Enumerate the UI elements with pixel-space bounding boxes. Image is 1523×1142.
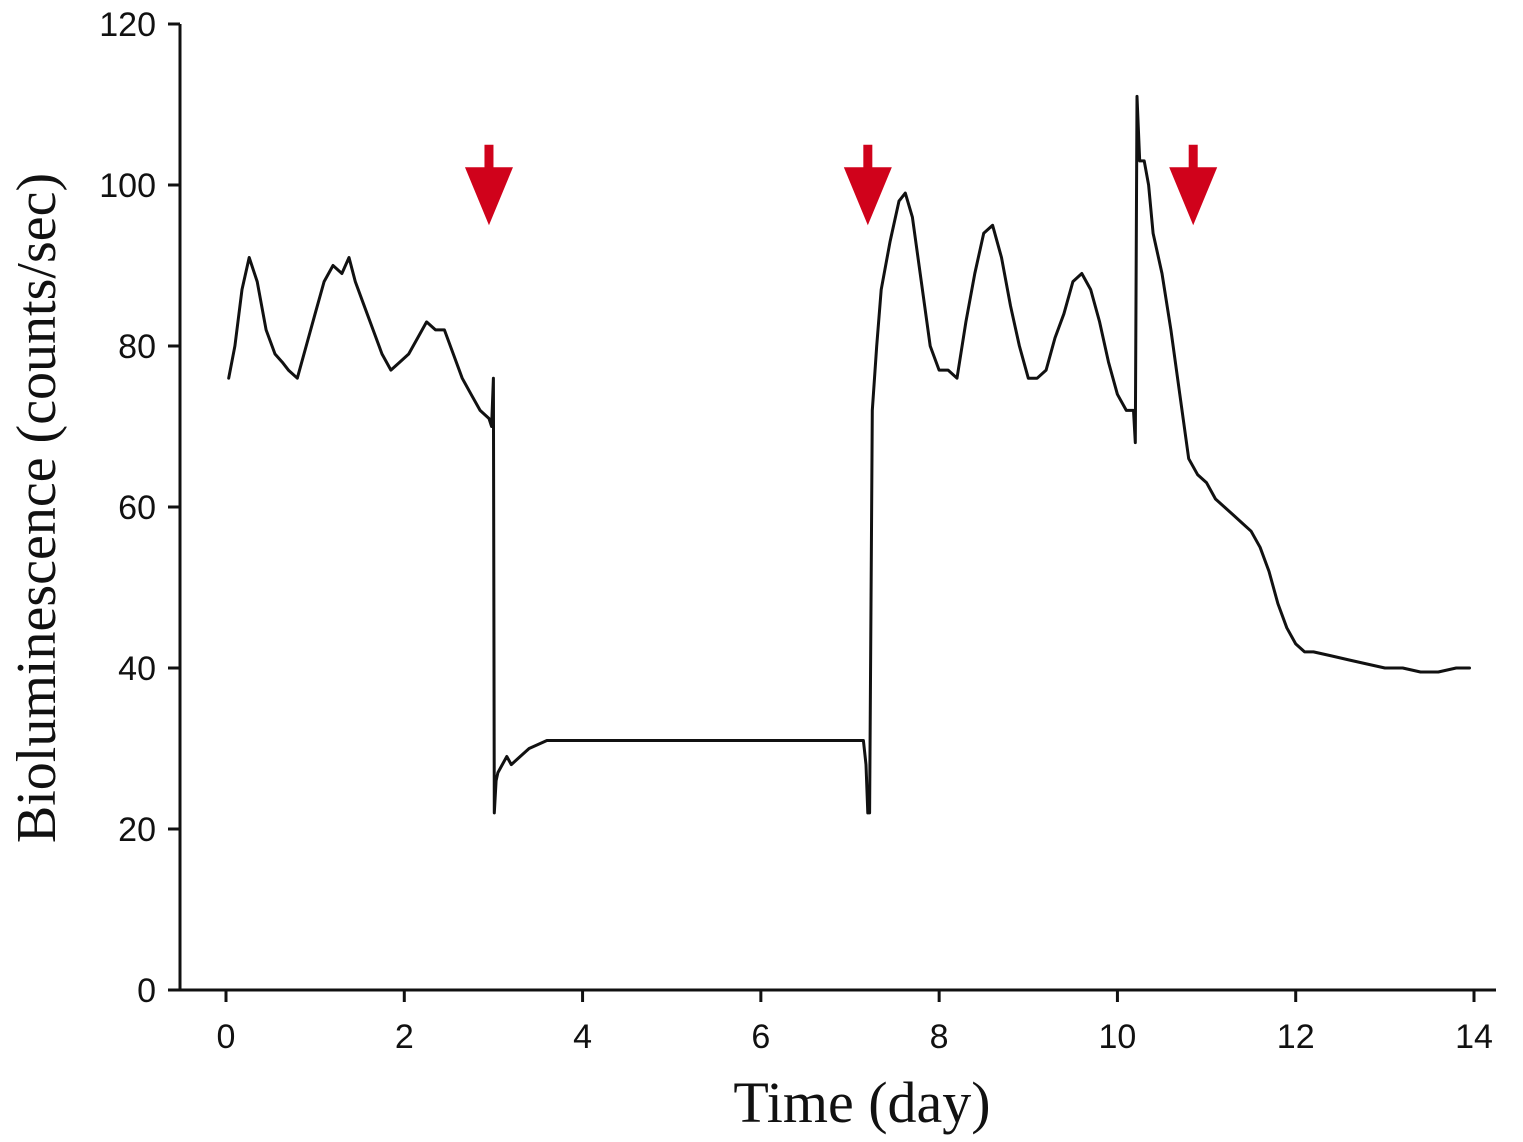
series-line-0 xyxy=(227,94,1471,815)
y-tick-label: 0 xyxy=(137,972,156,1010)
arrow-head xyxy=(1169,167,1218,226)
arrow-head xyxy=(464,167,513,226)
x-tick-label: 10 xyxy=(1099,1018,1137,1056)
x-axis-title: Time (day) xyxy=(733,1070,990,1135)
axes: 0 20 40 60 80 100 120 0 2 4 6 8 10 12 14 xyxy=(99,6,1496,1056)
x-tick-label: 2 xyxy=(395,1018,414,1056)
x-tick-label: 6 xyxy=(751,1018,770,1056)
x-tick-label: 0 xyxy=(217,1018,236,1056)
y-tick-label: 60 xyxy=(118,489,156,527)
arrow-annotations xyxy=(464,144,1218,226)
red-arrow-icon xyxy=(464,144,513,226)
x-tick-label: 14 xyxy=(1455,1018,1493,1056)
y-tick-label: 120 xyxy=(99,6,156,44)
x-tick-label: 8 xyxy=(930,1018,949,1056)
y-tick-label: 20 xyxy=(118,811,156,849)
y-axis-title: Bioluminescence (counts/sec) xyxy=(6,173,68,843)
red-arrow-icon xyxy=(843,144,892,226)
data-layer xyxy=(227,94,1471,815)
red-arrow-icon xyxy=(1169,144,1218,226)
y-tick-label: 80 xyxy=(118,328,156,366)
x-tick-label: 4 xyxy=(573,1018,592,1056)
x-tick-label: 12 xyxy=(1277,1018,1315,1056)
arrow-head xyxy=(843,167,892,226)
y-tick-label: 40 xyxy=(118,650,156,688)
y-tick-label: 100 xyxy=(99,167,156,205)
